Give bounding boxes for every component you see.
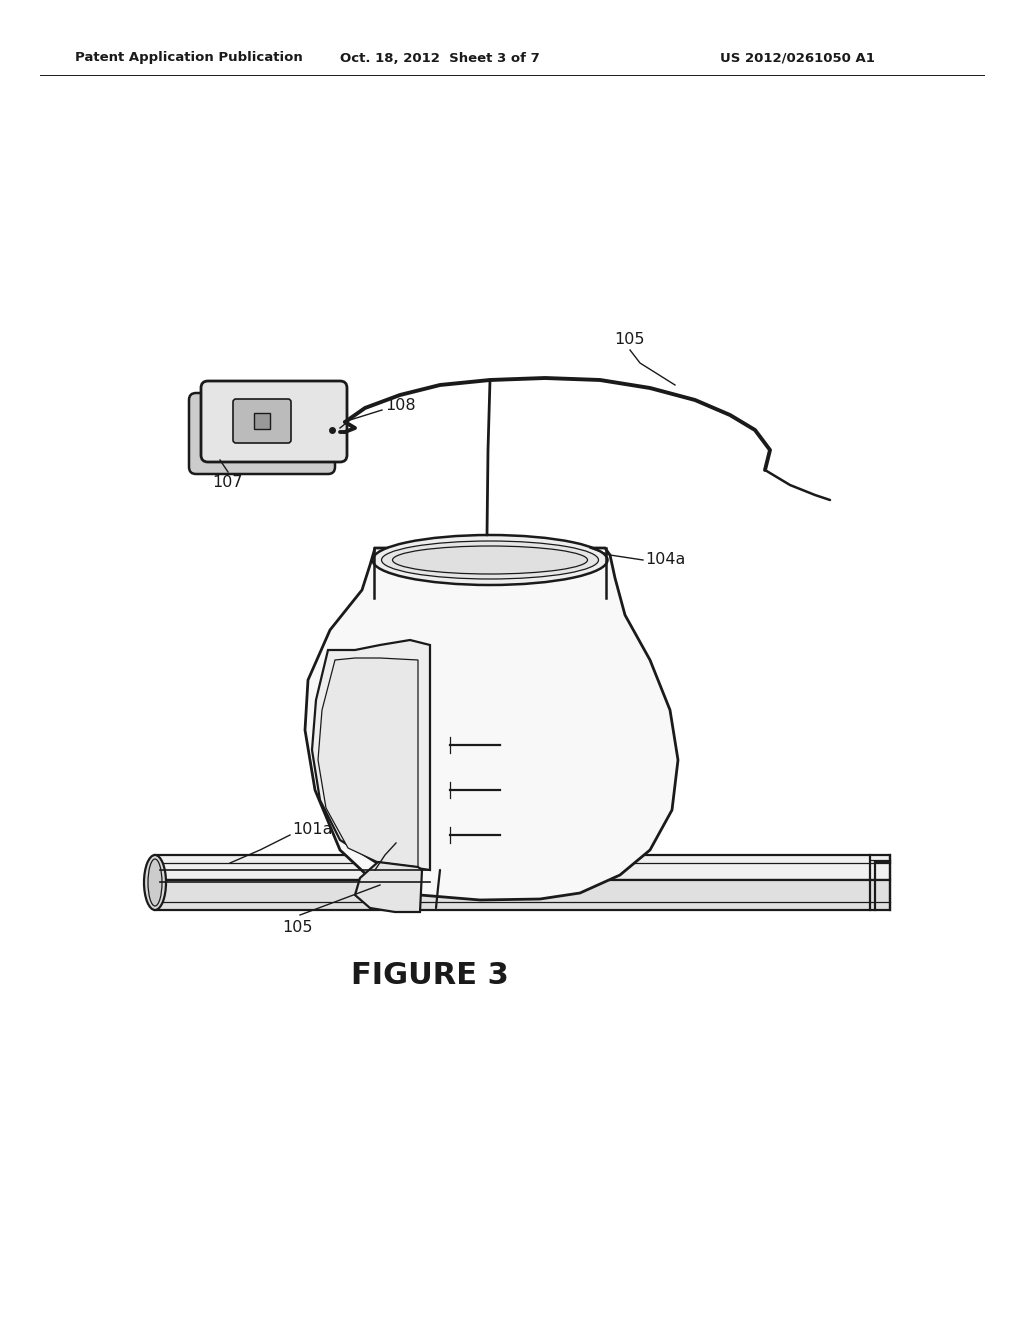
Text: 104a: 104a bbox=[645, 553, 685, 568]
Text: 101a: 101a bbox=[292, 822, 333, 837]
Text: FIGURE 3: FIGURE 3 bbox=[351, 961, 509, 990]
Polygon shape bbox=[355, 862, 422, 912]
Polygon shape bbox=[318, 657, 418, 867]
Text: Oct. 18, 2012  Sheet 3 of 7: Oct. 18, 2012 Sheet 3 of 7 bbox=[340, 51, 540, 65]
FancyBboxPatch shape bbox=[201, 381, 347, 462]
Ellipse shape bbox=[144, 855, 166, 909]
Text: 107: 107 bbox=[213, 475, 244, 490]
Polygon shape bbox=[155, 880, 890, 909]
Text: 105: 105 bbox=[283, 920, 313, 935]
Text: 108: 108 bbox=[385, 397, 416, 412]
Text: US 2012/0261050 A1: US 2012/0261050 A1 bbox=[720, 51, 874, 65]
Text: 105: 105 bbox=[614, 333, 645, 347]
FancyBboxPatch shape bbox=[233, 399, 291, 444]
FancyBboxPatch shape bbox=[254, 413, 270, 429]
Polygon shape bbox=[312, 640, 430, 870]
Ellipse shape bbox=[148, 859, 162, 906]
Text: Patent Application Publication: Patent Application Publication bbox=[75, 51, 303, 65]
FancyBboxPatch shape bbox=[189, 393, 335, 474]
Ellipse shape bbox=[373, 535, 607, 585]
Polygon shape bbox=[305, 548, 678, 900]
Polygon shape bbox=[155, 855, 890, 880]
Ellipse shape bbox=[382, 541, 598, 579]
Ellipse shape bbox=[392, 546, 588, 574]
Text: 126: 126 bbox=[398, 833, 428, 847]
